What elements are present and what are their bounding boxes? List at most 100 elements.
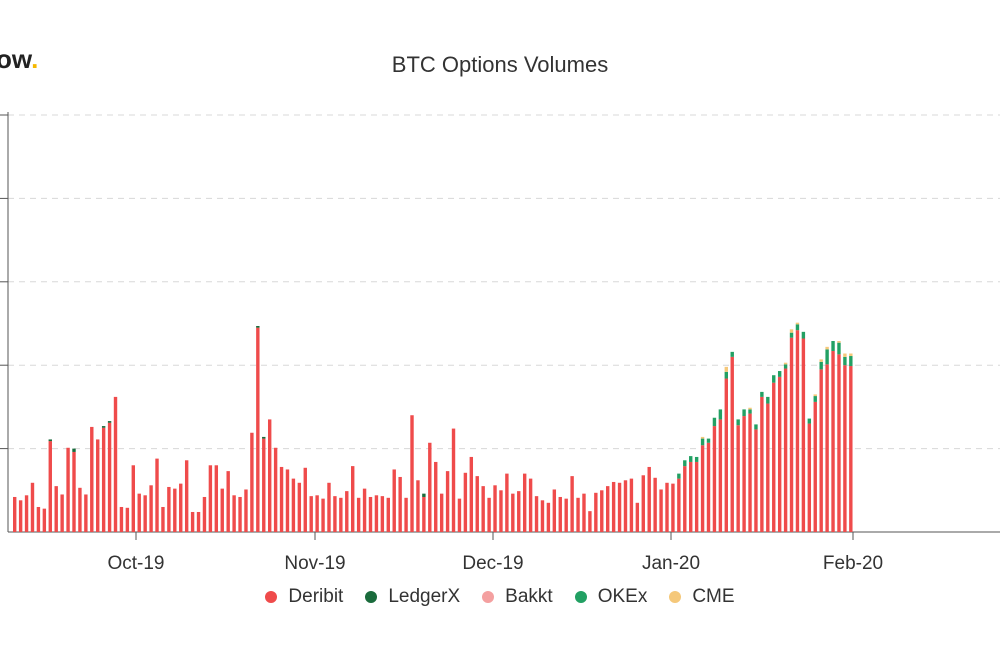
bar-okex: [783, 364, 788, 369]
legend-item-deribit[interactable]: Deribit: [265, 586, 343, 608]
bar-okex: [837, 342, 841, 355]
legend-item-okex[interactable]: OKEx: [574, 586, 648, 608]
bar-deribit: [552, 489, 557, 532]
bar-deribit: [267, 419, 272, 532]
bar-deribit: [173, 488, 177, 532]
legend-label: OKEx: [597, 586, 648, 607]
bar-deribit: [345, 491, 349, 532]
bar-deribit: [760, 396, 764, 532]
bar-ledgerx: [72, 448, 76, 452]
legend-item-ledgerx[interactable]: LedgerX: [365, 586, 460, 608]
bar-deribit: [125, 507, 130, 532]
bar-deribit: [256, 327, 260, 532]
bar-deribit: [517, 491, 521, 532]
bar-cme: [700, 436, 705, 439]
bar-deribit: [837, 354, 841, 532]
bar-deribit: [214, 465, 219, 532]
bar-deribit: [327, 482, 331, 532]
bar-deribit: [659, 489, 663, 532]
bar-deribit: [167, 486, 171, 532]
bar-deribit: [831, 351, 835, 532]
bar-deribit: [398, 476, 402, 532]
bar-cme: [819, 359, 823, 362]
bar-deribit: [777, 376, 782, 532]
bar-deribit: [594, 492, 598, 532]
legend-swatch: [365, 591, 378, 603]
bar-deribit: [819, 369, 823, 532]
bar-deribit: [677, 478, 681, 532]
bar-deribit: [772, 382, 776, 532]
bar-deribit: [706, 442, 711, 532]
bar-deribit: [451, 428, 456, 532]
bar-deribit: [700, 445, 705, 532]
bar-okex: [742, 409, 746, 417]
bar-okex: [689, 456, 693, 462]
bar-deribit: [434, 461, 438, 532]
legend-swatch: [482, 591, 495, 603]
bar-deribit: [107, 422, 112, 532]
x-tick-label: Nov-19: [284, 553, 345, 574]
bar-deribit: [101, 427, 106, 532]
bar-deribit: [671, 483, 675, 532]
bar-deribit: [321, 498, 325, 532]
bar-deribit: [505, 473, 509, 532]
bar-deribit: [386, 497, 390, 532]
bar-okex: [718, 409, 723, 420]
bar-deribit: [694, 461, 699, 532]
bar-deribit: [309, 496, 313, 532]
bar-cme: [813, 394, 817, 397]
bar-cme: [825, 346, 829, 350]
bar-deribit: [742, 416, 746, 532]
bar-ledgerx: [256, 326, 260, 328]
bar-deribit: [849, 366, 853, 532]
bar-deribit: [149, 485, 153, 532]
x-tick-label: Feb-20: [823, 553, 883, 574]
bar-deribit: [499, 490, 503, 532]
legend-item-cme[interactable]: CME: [669, 586, 735, 608]
bar-okex: [730, 351, 734, 357]
bar-deribit: [635, 502, 640, 532]
bar-deribit: [600, 490, 604, 532]
bar-deribit: [570, 476, 574, 532]
bar-deribit: [196, 511, 201, 532]
bar-deribit: [232, 495, 236, 532]
legend-label: CME: [692, 586, 735, 607]
legend-swatch: [669, 591, 682, 603]
bar-cme: [748, 407, 752, 410]
bar-ledgerx: [422, 493, 426, 497]
bar-deribit: [161, 506, 165, 532]
chart-title: BTC Options Volumes: [391, 52, 609, 77]
bar-deribit: [362, 488, 367, 532]
bar-deribit: [754, 429, 758, 532]
bar-deribit: [724, 378, 728, 532]
bar-deribit: [190, 511, 195, 532]
bar-okex: [694, 456, 699, 462]
brand-logo: ow.: [0, 44, 38, 75]
bar-deribit: [262, 438, 266, 532]
bar-deribit: [60, 494, 64, 532]
bar-ledgerx: [101, 426, 106, 428]
bar-deribit: [422, 496, 426, 532]
legend-label: LedgerX: [388, 586, 461, 607]
bar-deribit: [428, 442, 432, 532]
bar-okex: [748, 409, 752, 414]
bar-deribit: [623, 480, 628, 532]
x-tick-label: Oct-19: [107, 553, 164, 574]
legend-label: Deribit: [288, 586, 344, 607]
bar-deribit: [226, 471, 230, 532]
bar-deribit: [439, 493, 444, 532]
bar-deribit: [244, 489, 248, 532]
bar-deribit: [807, 423, 812, 532]
bar-okex: [789, 332, 794, 338]
legend-item-bakkt[interactable]: Bakkt: [482, 586, 553, 608]
x-tick-label: Dec-19: [462, 553, 523, 574]
bar-deribit: [208, 465, 213, 532]
bar-okex: [831, 341, 835, 352]
bar-okex: [766, 396, 770, 404]
bar-deribit: [48, 441, 52, 532]
bar-deribit: [617, 482, 622, 532]
bar-ledgerx: [107, 421, 112, 423]
bar-deribit: [13, 496, 17, 532]
bar-deribit: [410, 415, 414, 532]
bar-okex: [772, 375, 776, 383]
